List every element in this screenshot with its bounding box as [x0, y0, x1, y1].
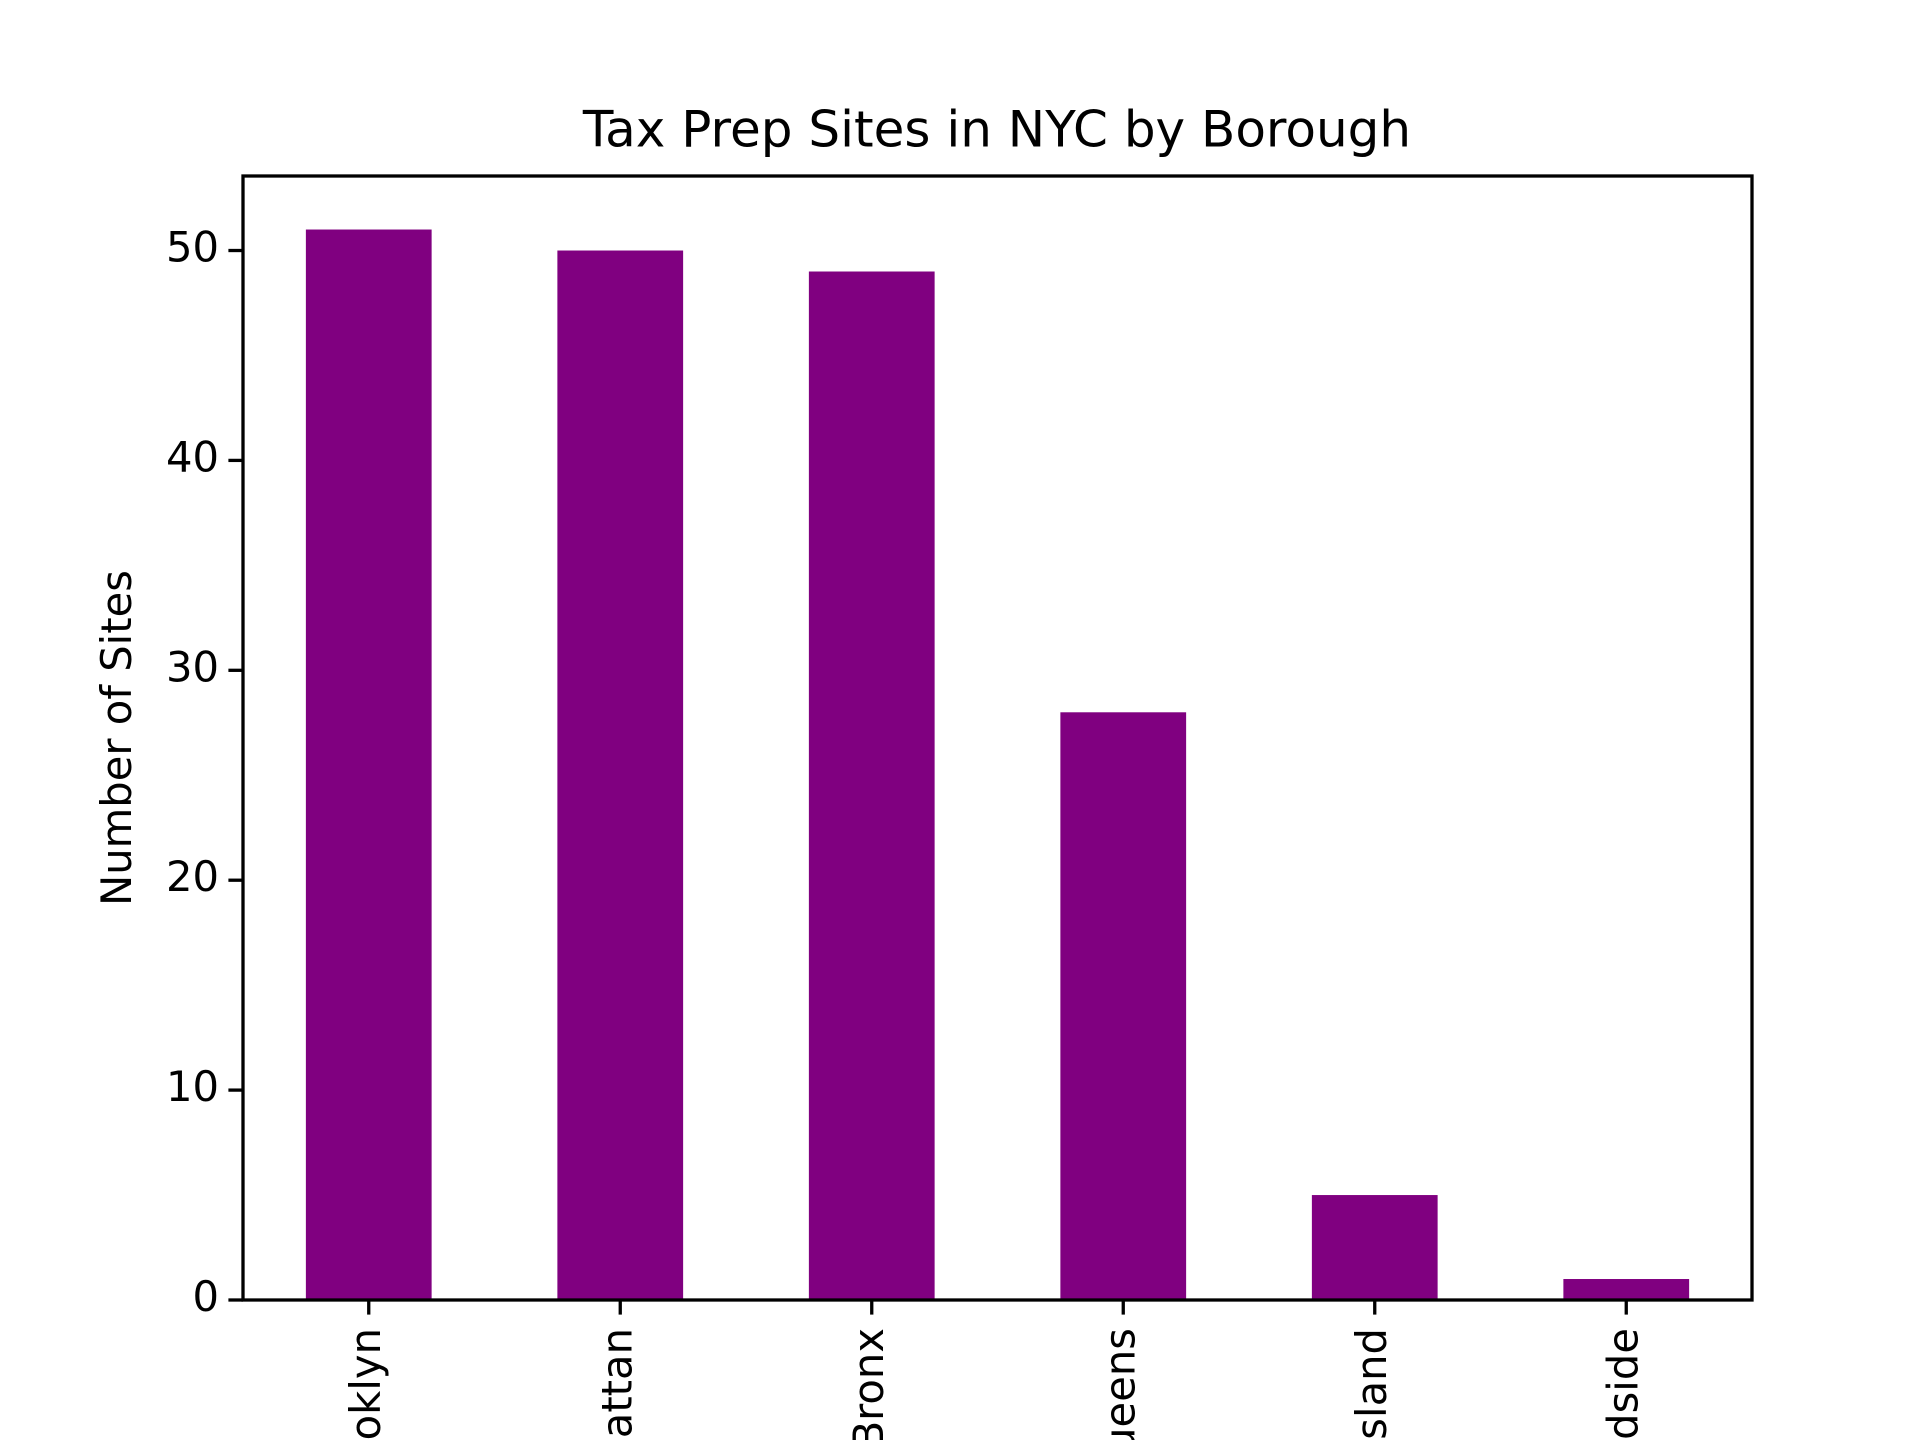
bar [808, 271, 935, 1300]
x-tick-label: Queens [1095, 1328, 1144, 1440]
bar [1563, 1279, 1690, 1300]
x-tick-label: Bronx [844, 1328, 893, 1440]
y-tick-label: 10 [166, 1062, 219, 1111]
plot-frame [241, 174, 1754, 1302]
chart-title: Tax Prep Sites in NYC by Borough [582, 101, 1411, 159]
x-tick-label: Staten Island [1347, 1328, 1396, 1440]
bar [1060, 712, 1187, 1300]
x-tick-label: Brooklyn [341, 1328, 390, 1440]
y-tick-label: 50 [166, 223, 219, 272]
bar [1311, 1195, 1438, 1300]
y-tick-label: 30 [166, 642, 219, 691]
x-tick-label: Woodside [1598, 1328, 1647, 1440]
y-tick-label: 20 [166, 852, 219, 901]
x-tick-label: Manhattan [592, 1328, 641, 1440]
y-tick-label: 40 [166, 432, 219, 481]
y-axis-label: Number of Sites [92, 570, 141, 906]
y-tick-label: 0 [192, 1272, 219, 1321]
bar [305, 229, 432, 1300]
bar [557, 250, 684, 1300]
